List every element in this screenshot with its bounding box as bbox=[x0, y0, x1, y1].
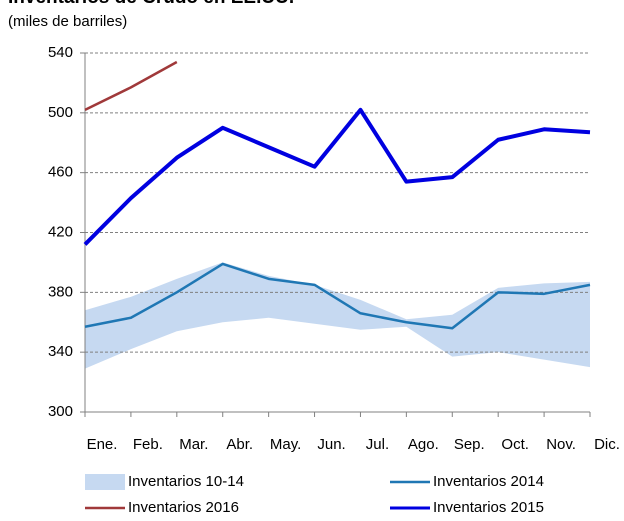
x-tick-label: Sep. bbox=[454, 436, 485, 453]
band-area bbox=[85, 262, 590, 369]
legend-swatch bbox=[85, 474, 125, 490]
y-tick-label: 300 bbox=[48, 403, 73, 420]
x-tick-label: Oct. bbox=[501, 436, 529, 453]
y-tick-label: 380 bbox=[48, 283, 73, 300]
x-tick-label: Dic. bbox=[594, 436, 620, 453]
x-tick-label: Ene. bbox=[87, 436, 118, 453]
x-tick-label: Mar. bbox=[179, 436, 208, 453]
series-line bbox=[83, 107, 591, 246]
x-tick-label: Feb. bbox=[133, 436, 163, 453]
series-line bbox=[84, 262, 591, 330]
legend-label: Inventarios 10-14 bbox=[128, 473, 244, 490]
y-tick-label: 500 bbox=[48, 104, 73, 121]
y-tick-label: 540 bbox=[48, 44, 73, 61]
chart-title: Inventarios de Crudo en EE.UU. bbox=[8, 0, 294, 8]
x-tick-label: Nov. bbox=[546, 436, 576, 453]
y-tick-label: 340 bbox=[48, 343, 73, 360]
series-line bbox=[84, 60, 178, 111]
y-tick-label: 420 bbox=[48, 223, 73, 240]
x-tick-label: Ago. bbox=[408, 436, 439, 453]
x-tick-label: Abr. bbox=[226, 436, 253, 453]
x-tick-label: Jun. bbox=[317, 436, 345, 453]
y-tick-label: 460 bbox=[48, 164, 73, 181]
legend-label: Inventarios 2016 bbox=[128, 499, 239, 516]
legend-label: Inventarios 2015 bbox=[433, 499, 544, 516]
x-tick-label: Jul. bbox=[366, 436, 389, 453]
legend-label: Inventarios 2014 bbox=[433, 473, 544, 490]
chart-subtitle: (miles de barriles) bbox=[8, 13, 127, 30]
x-tick-label: May. bbox=[270, 436, 301, 453]
